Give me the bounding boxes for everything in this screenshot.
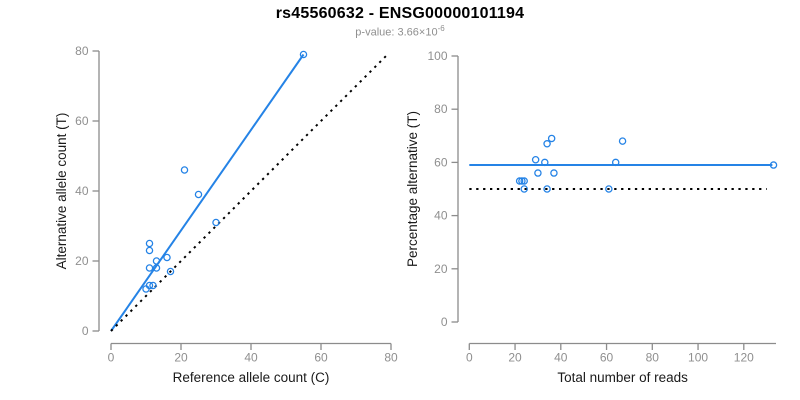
data-point bbox=[543, 140, 551, 148]
data-point bbox=[194, 190, 203, 199]
x-tick-label: 120 bbox=[734, 351, 754, 365]
y-tick-label: 40 bbox=[434, 209, 448, 223]
data-point bbox=[212, 218, 220, 227]
y-tick-label: 80 bbox=[75, 44, 89, 58]
x-tick-label: 80 bbox=[384, 351, 398, 365]
x-tick-label: 20 bbox=[174, 351, 188, 365]
y-axis-title: Percentage alternative (T) bbox=[405, 111, 420, 267]
data-point bbox=[163, 253, 171, 262]
data-point bbox=[149, 281, 157, 290]
x-axis-title: Total number of reads bbox=[557, 370, 688, 385]
data-point bbox=[152, 257, 161, 265]
x-tick-label: 0 bbox=[108, 351, 115, 365]
data-point bbox=[534, 169, 542, 177]
x-tick-label: 0 bbox=[466, 351, 473, 365]
y-tick-label: 40 bbox=[75, 184, 89, 198]
data-point bbox=[152, 264, 161, 272]
figure-subtitle: p-value: 3.66×10-6 bbox=[0, 24, 800, 39]
data-point bbox=[547, 134, 556, 143]
data-point bbox=[611, 158, 620, 167]
data-point bbox=[520, 177, 528, 185]
data-point bbox=[541, 158, 549, 167]
x-tick-label: 100 bbox=[688, 351, 708, 365]
data-point bbox=[543, 185, 551, 193]
y-tick-label: 20 bbox=[75, 254, 89, 268]
p-value-exponent: -6 bbox=[437, 24, 445, 33]
data-point bbox=[518, 177, 526, 185]
x-tick-label: 80 bbox=[646, 351, 660, 365]
x-tick-label: 40 bbox=[554, 351, 568, 365]
left-scatter-panel: 0 20 40 60 80 0 20 40 60 80 Reference allele count… bbox=[54, 44, 398, 385]
data-point bbox=[166, 267, 175, 276]
data-point bbox=[515, 177, 524, 185]
data-point bbox=[299, 50, 308, 59]
data-point bbox=[550, 169, 558, 177]
data-point bbox=[145, 246, 154, 255]
y-axis-title: Alternative allele count (T) bbox=[54, 113, 69, 270]
y-tick-label: 20 bbox=[434, 262, 448, 276]
data-point bbox=[145, 239, 154, 248]
figure-title: rs45560632 - ENSG00000101194 bbox=[275, 5, 525, 22]
y-tick-label: 60 bbox=[434, 155, 448, 169]
data-point bbox=[145, 281, 154, 290]
data-point bbox=[180, 166, 189, 174]
right-scatter-panel: 0 20 40 60 80 100 0 20 40 60 80 100 120 Total number … bbox=[405, 49, 778, 385]
identity-line bbox=[110, 53, 389, 332]
y-tick-label: 0 bbox=[82, 324, 89, 338]
x-tick-label: 40 bbox=[244, 351, 258, 365]
data-point bbox=[520, 185, 528, 193]
data-point bbox=[618, 137, 627, 145]
data-point bbox=[145, 264, 154, 272]
data-point bbox=[531, 155, 540, 164]
y-tick-label: 0 bbox=[441, 315, 448, 329]
x-tick-label: 60 bbox=[314, 351, 328, 365]
x-tick-label: 60 bbox=[600, 351, 614, 365]
y-tick-label: 60 bbox=[75, 114, 89, 128]
data-point bbox=[605, 185, 613, 193]
y-tick-label: 80 bbox=[434, 102, 448, 116]
data-point bbox=[769, 161, 778, 169]
x-axis-title: Reference allele count (C) bbox=[173, 370, 330, 385]
regression-line bbox=[110, 53, 305, 332]
x-tick-label: 20 bbox=[508, 351, 522, 365]
p-value-text: p-value: 3.66×10 bbox=[355, 26, 438, 39]
y-tick-label: 100 bbox=[427, 49, 447, 63]
